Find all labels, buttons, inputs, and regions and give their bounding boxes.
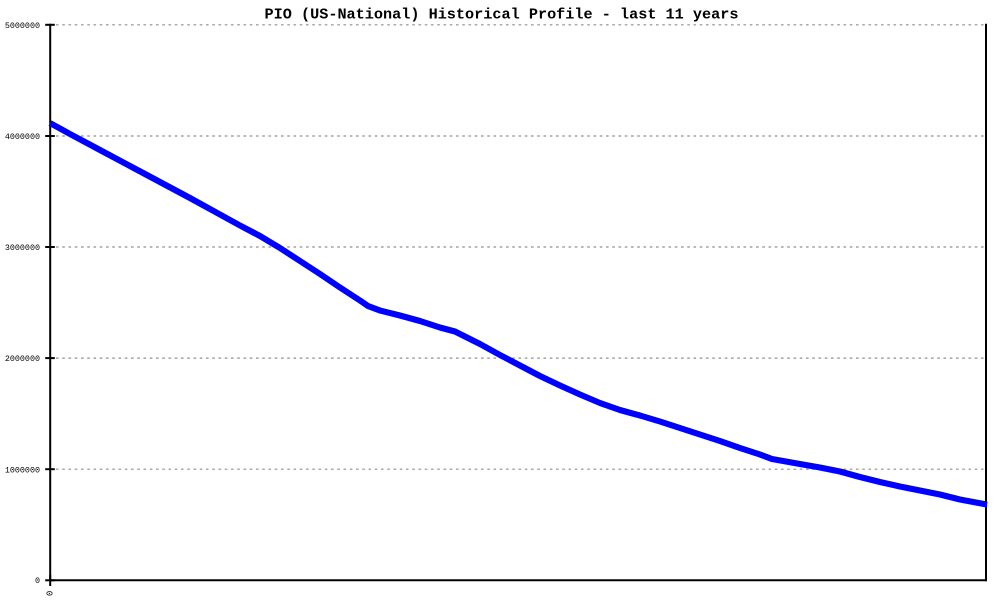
svg-text:1000000: 1000000 (5, 465, 40, 475)
svg-text:0: 0 (46, 591, 56, 596)
svg-text:2000000: 2000000 (5, 354, 40, 364)
svg-text:4000000: 4000000 (5, 132, 40, 142)
svg-text:PIO (US-National) Historical P: PIO (US-National) Historical Profile - l… (265, 5, 739, 23)
svg-text:0: 0 (35, 576, 40, 586)
svg-text:5000000: 5000000 (5, 21, 40, 31)
svg-text:3000000: 3000000 (5, 243, 40, 253)
